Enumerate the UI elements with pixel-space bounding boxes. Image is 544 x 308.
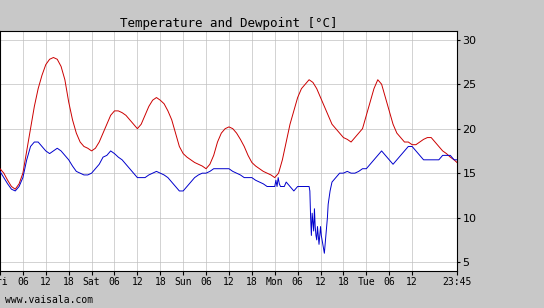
Text: www.vaisala.com: www.vaisala.com xyxy=(5,295,94,305)
Title: Temperature and Dewpoint [°C]: Temperature and Dewpoint [°C] xyxy=(120,17,337,30)
